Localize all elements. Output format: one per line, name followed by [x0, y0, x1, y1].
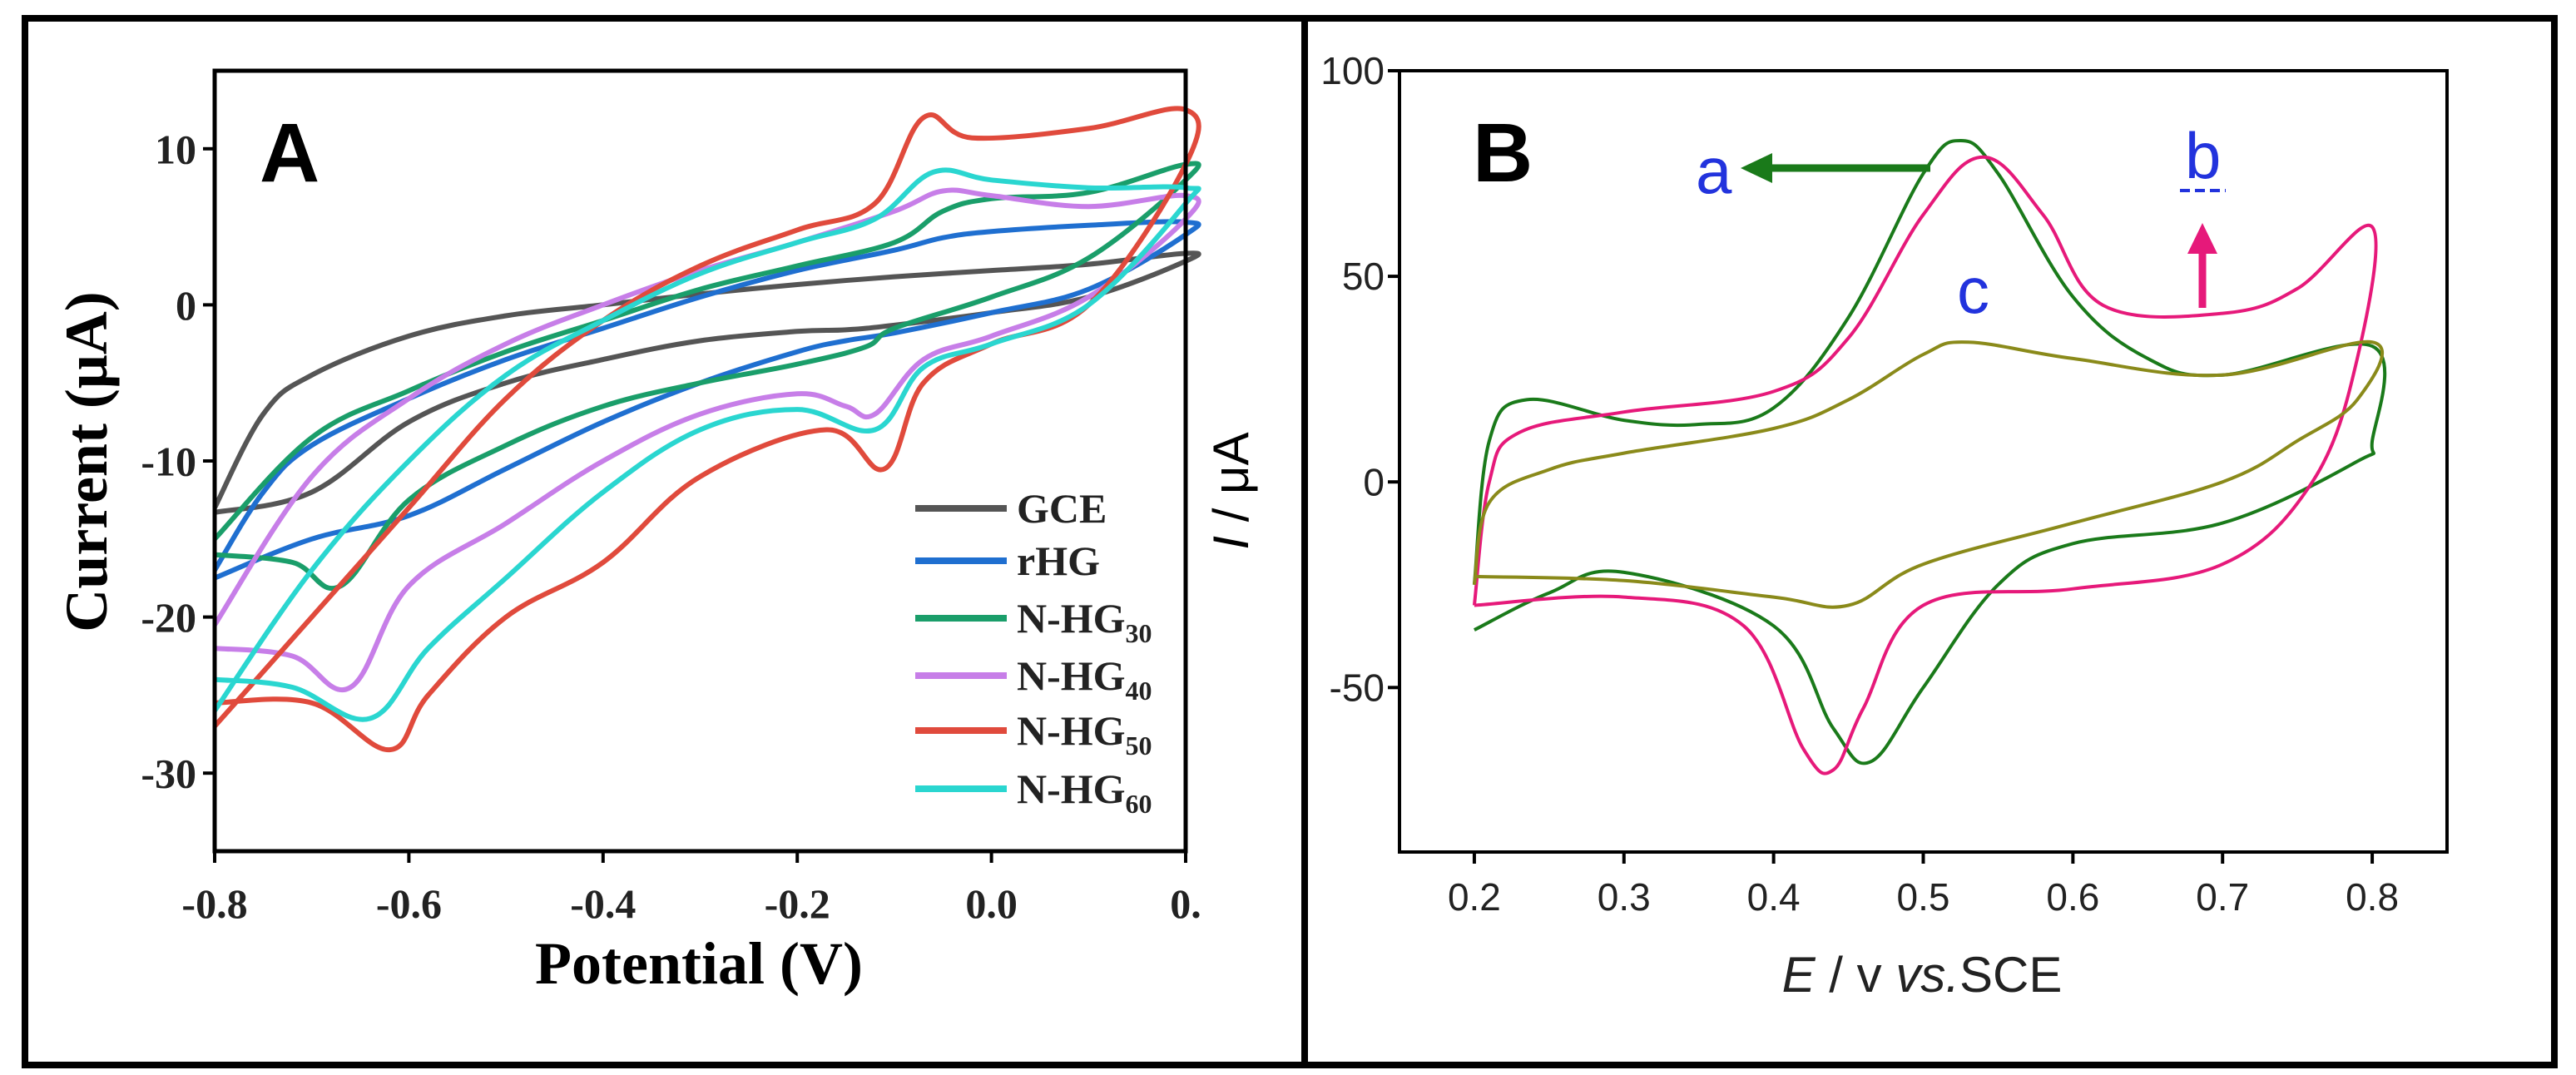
legend-label: N-HG60 — [1017, 765, 1152, 819]
arrow-a-head-icon — [1741, 153, 1772, 183]
panel-a: -0.8 -0.6 -0.4 -0.2 0.0 0. 10 0 -10 -20 -30 A Curr… — [53, 68, 1201, 997]
legend-label: N-HG50 — [1017, 707, 1152, 760]
y-tick-label: -10 — [141, 438, 196, 485]
curve-a — [1472, 139, 2387, 765]
x-tick-label: 0.4 — [1747, 875, 1801, 919]
x-label-symbol: E — [1782, 947, 1816, 1003]
x-tick-label: -0.8 — [181, 880, 247, 927]
x-tick-label: 0.5 — [1897, 875, 1950, 919]
x-label-reference: SCE — [1959, 947, 2062, 1003]
annotation-b: b — [2185, 119, 2221, 192]
legend-label: rHG — [1017, 538, 1100, 584]
panel-a-ticks: -0.8 -0.6 -0.4 -0.2 0.0 0. 10 0 -10 -20 -30 — [141, 126, 1201, 927]
x-tick-label: 0.8 — [2346, 875, 2399, 919]
curve-c — [1472, 339, 2385, 609]
x-tick-label: -0.2 — [765, 880, 830, 927]
x-tick-label: -0.4 — [570, 880, 636, 927]
x-tick-label: 0.3 — [1598, 875, 1651, 919]
y-tick-label: -30 — [141, 751, 196, 797]
y-tick-label: 10 — [155, 126, 196, 172]
annotation-c: c — [1957, 254, 1989, 327]
panel-b-plot-frame — [1398, 69, 2449, 854]
curve-n-hg40 — [212, 187, 1201, 692]
legend-label: N-HG30 — [1017, 595, 1152, 648]
legend-label: N-HG40 — [1017, 652, 1152, 706]
legend-item-gce: GCE — [915, 485, 1107, 532]
x-tick-label: 0.0 — [965, 880, 1018, 927]
figure-frame — [22, 15, 2558, 1068]
y-tick-label: 50 — [1342, 255, 1385, 298]
x-label-unit: / v — [1816, 947, 1896, 1003]
x-tick-label: 0.7 — [2196, 875, 2249, 919]
y-label-unit: / μA — [1203, 432, 1259, 536]
arrow-b-head-icon — [2187, 223, 2217, 254]
y-label-symbol: I — [1203, 536, 1259, 550]
legend-item-n-hg60: N-HG60 — [915, 765, 1152, 819]
panel-b-x-axis-label: E / v vs.SCE — [1782, 947, 2063, 1003]
y-tick-label: -50 — [1330, 666, 1385, 709]
x-tick-label: 0.6 — [2046, 875, 2099, 919]
x-label-vs: vs. — [1895, 947, 1959, 1003]
annotation-a: a — [1696, 134, 1732, 207]
x-tick-label: 0. — [1170, 880, 1201, 927]
panel-b-label: B — [1473, 107, 1533, 200]
curve-gce — [212, 250, 1201, 515]
legend-item-n-hg50: N-HG50 — [915, 707, 1152, 760]
panel-a-x-axis-label: Potential (V) — [535, 930, 863, 997]
x-tick-label: -0.6 — [376, 880, 442, 927]
legend-item-n-hg30: N-HG30 — [915, 595, 1152, 648]
panel-a-y-axis-label: Current (μA) — [53, 291, 120, 632]
y-tick-label: 0 — [1363, 460, 1385, 503]
y-tick-label: 0 — [176, 282, 196, 329]
legend-item-n-hg40: N-HG40 — [915, 652, 1152, 706]
legend-label: GCE — [1017, 485, 1107, 532]
y-tick-label: -20 — [141, 594, 196, 641]
legend-item-rhg: rHG — [915, 538, 1100, 584]
y-tick-label: 100 — [1320, 49, 1385, 92]
panel-b-ticks: 0.2 0.3 0.4 0.5 0.6 0.7 0.8 100 50 0 -50 — [1320, 49, 2399, 919]
x-tick-label: 0.2 — [1448, 875, 1501, 919]
panel-b: 0.2 0.3 0.4 0.5 0.6 0.7 0.8 100 50 0 -50 B E / v v… — [1320, 49, 2449, 1003]
panel-b-y-axis-label: I / μA — [1203, 432, 1259, 549]
panel-b-curves — [1472, 139, 2387, 775]
curve-b — [1472, 155, 2378, 775]
panel-a-label: A — [260, 107, 320, 200]
